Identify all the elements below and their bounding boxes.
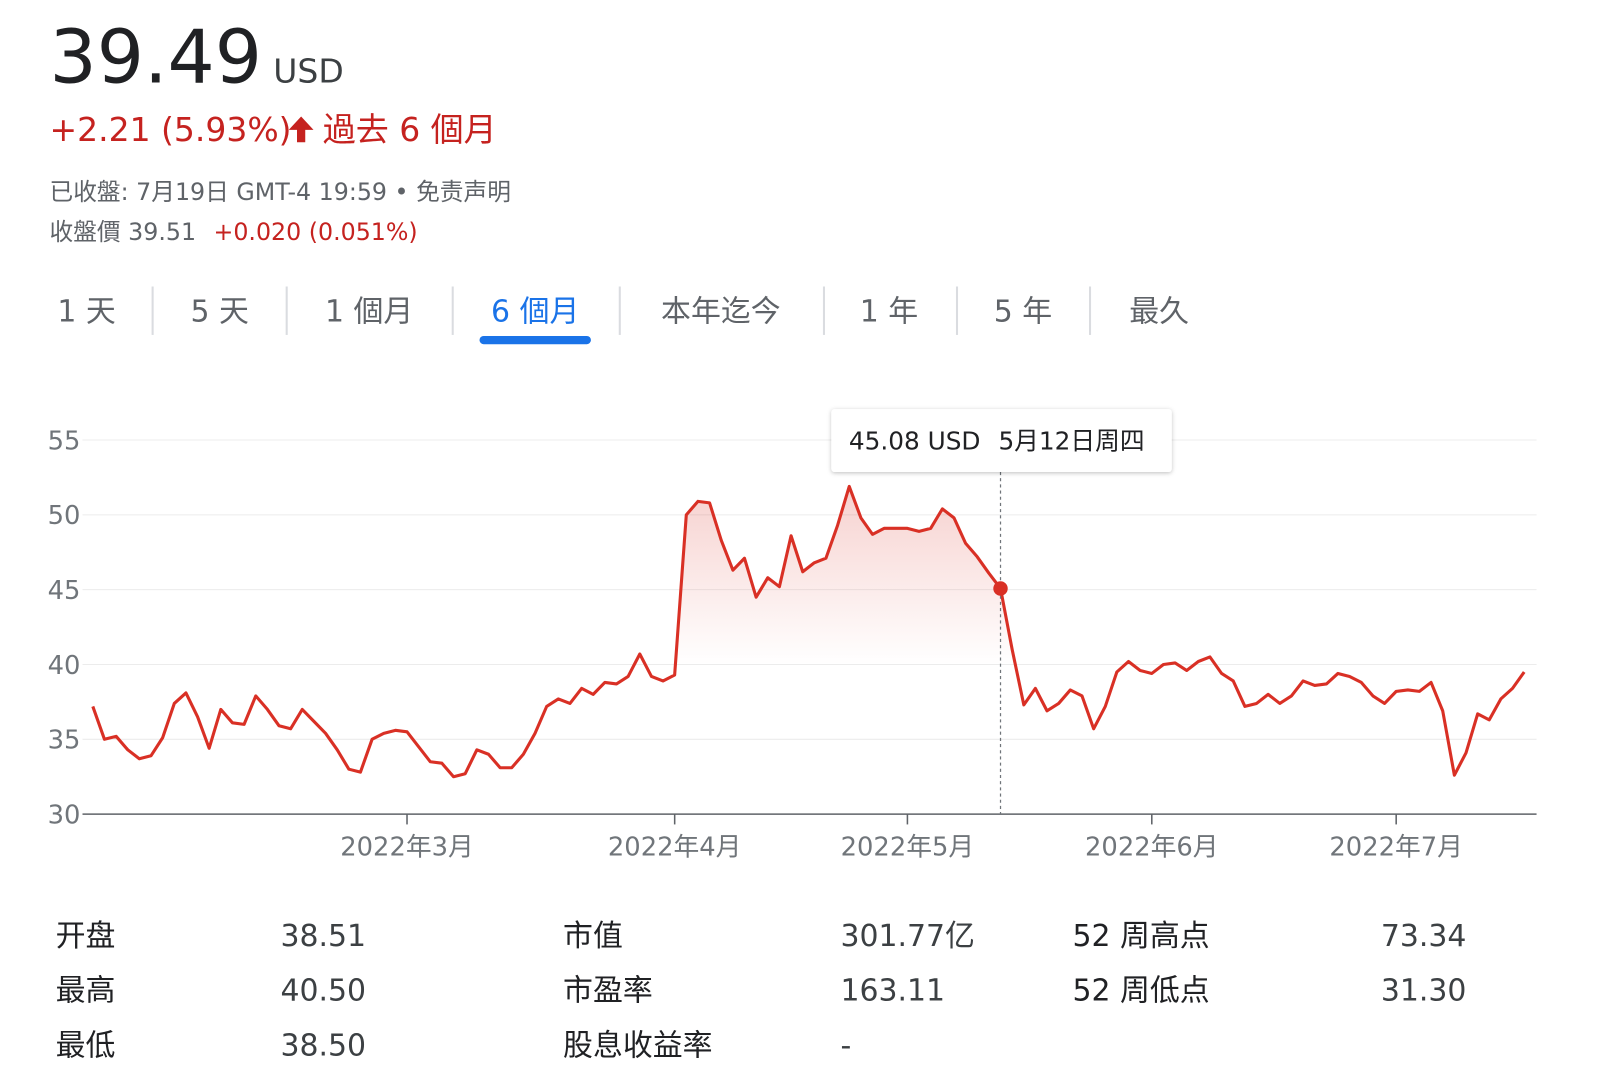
currency: USD [273, 51, 343, 90]
stat-value: 301.77亿 [840, 919, 974, 954]
close-change: +0.020 (0.051%) [213, 218, 417, 246]
range-tab[interactable]: 1 天 [57, 295, 115, 330]
stat-label: 开盘 [56, 919, 116, 954]
stat-label: 股息收益率 [563, 1028, 712, 1063]
price-line [91, 484, 1526, 779]
y-tick-label: 50 [48, 501, 81, 531]
tooltip-value: 45.08 USD [849, 426, 981, 455]
stat-value: 38.51 [280, 919, 366, 954]
y-tick-label: 45 [48, 576, 81, 606]
y-tick-label: 40 [48, 651, 81, 681]
price: 39.49 [49, 13, 262, 100]
stat-label: 52 周高点 [1073, 919, 1210, 954]
stats-table: 开盘 38.51 市值 301.77亿 52 周高点 73.34 最高 40.50 市盈率 163… [56, 919, 1467, 1063]
range-tab[interactable]: 最久 [1129, 295, 1189, 330]
x-tick-label: 2022年4月 [608, 832, 742, 862]
stat-value: 31.30 [1381, 974, 1467, 1009]
tooltip-date: 5月12日周四 [998, 426, 1144, 455]
range-tab[interactable]: 本年迄今 [661, 295, 781, 330]
range-tab[interactable]: 5 年 [994, 295, 1052, 330]
period: 過去 6 個月 [323, 110, 497, 149]
close-price: 收盤價 39.51 [49, 218, 196, 246]
range-tab[interactable]: 6 個月 [491, 295, 579, 330]
stat-label: 市值 [563, 919, 623, 954]
stat-value: - [840, 1028, 851, 1063]
up-arrow [288, 116, 314, 143]
stat-value: 163.11 [840, 974, 945, 1009]
y-tick-label: 30 [48, 800, 81, 830]
stat-label: 市盈率 [563, 974, 653, 1009]
tooltip-box [831, 409, 1172, 472]
line-area [92, 486, 1525, 815]
hover-point [993, 581, 1008, 596]
stat-value: 40.50 [280, 974, 366, 1009]
stat-label: 52 周低点 [1073, 974, 1210, 1009]
active-tab-indicator [479, 335, 591, 345]
range-tab[interactable]: 5 天 [190, 295, 248, 330]
stat-value: 38.50 [280, 1028, 366, 1063]
range-tabs: 1 天 5 天 1 個月 6 個月 本年迄今 1 年 5 年 最久 [57, 286, 1189, 345]
x-tick-label: 2022年3月 [340, 832, 474, 862]
chart: 30 35 40 45 50 55 2022年3月 2022年4月 2022年5月 2022年6月… [48, 409, 1537, 862]
stat-label: 最低 [56, 1028, 116, 1063]
stat-value: 73.34 [1381, 919, 1467, 954]
x-tick-label: 2022年5月 [841, 832, 975, 862]
range-tab[interactable]: 1 年 [860, 295, 918, 330]
x-tick-label: 2022年7月 [1329, 832, 1463, 862]
x-tick-label: 2022年6月 [1085, 832, 1219, 862]
market-status: 已收盤: 7月19日 GMT-4 19:59 • 免责声明 [49, 178, 510, 206]
change: +2.21 (5.93%) [49, 110, 291, 149]
range-tab[interactable]: 1 個月 [325, 295, 413, 330]
y-tick-label: 55 [48, 426, 81, 456]
stat-label: 最高 [56, 974, 116, 1009]
y-tick-label: 35 [48, 726, 81, 756]
